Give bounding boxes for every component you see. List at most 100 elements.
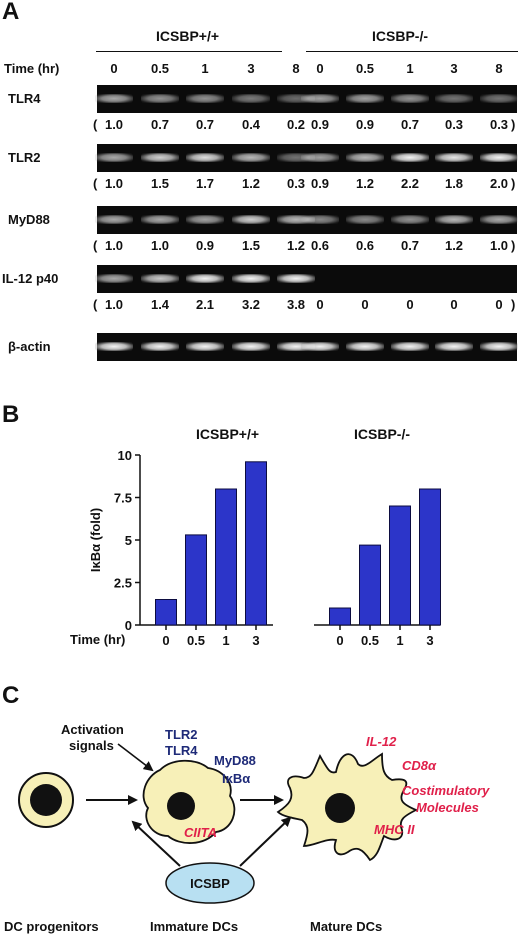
stage-immature: Immature DCs [150,919,238,934]
gel-band [141,274,179,283]
gel-band [346,153,384,162]
paren-open: ( [93,297,98,312]
gel-band [391,153,429,162]
band-value: 1.2 [444,238,464,253]
dc-maturation-diagram: Activation signals TLR2 TLR4 MyD88 IκBα … [4,722,490,934]
band-value: 1.2 [241,176,261,191]
x-tick-label: 1 [222,633,229,648]
progenitor-cell [18,772,74,828]
band-value: 0.7 [400,238,420,253]
gel-band [301,94,339,103]
gene-label: TLR2 [8,150,41,165]
band-value: 1.5 [150,176,170,191]
time-tick: 0 [316,61,324,76]
paren-close: ) [511,297,516,312]
band-value: 0.9 [310,176,330,191]
band-value: 0 [450,297,458,312]
panel-b-time-label: Time (hr) [70,632,126,647]
icsbp-label: ICSBP [190,876,230,891]
gel-band [95,274,133,283]
gel-band [480,215,518,224]
band-value: 0.3 [444,117,464,132]
band-value: 0.3 [286,176,306,191]
panel-b-letter: B [2,401,20,428]
band-value: 0.2 [286,117,306,132]
gel-image [300,265,517,293]
panel-c-letter: C [2,682,20,709]
band-value: 0 [361,297,369,312]
x-tick-label: 0 [336,633,343,648]
gene-label: IL-12 p40 [2,271,59,286]
bar [245,461,267,626]
mature-dc-cell [276,752,419,862]
bar [359,544,381,626]
gel-band [232,94,270,103]
panel-a-group-right: ICSBP-/- [372,28,428,44]
gel-band [141,342,179,351]
time-tick: 1 [406,61,414,76]
band-value: 0 [495,297,503,312]
band-value: 2.2 [400,176,420,191]
y-tick-label: 10 [118,448,132,463]
gel-band [301,215,339,224]
band-value: 1.0 [104,238,124,253]
band-value: 2.1 [195,297,215,312]
y-tick-label: 5 [125,533,132,548]
gel-band [346,215,384,224]
gel-band [141,153,179,162]
band-value: 3.2 [241,297,261,312]
band-value: 1.5 [241,238,261,253]
band-value: 3.8 [286,297,306,312]
gel-band [391,215,429,224]
band-value: 1.0 [150,238,170,253]
x-tick-label: 3 [426,633,433,648]
x-tick-label: 3 [252,633,259,648]
y-axis-label: IκBα (fold) [88,508,103,572]
gel-band [95,342,133,351]
band-value: 0.7 [400,117,420,132]
band-value: 1.4 [150,297,170,312]
panel-a-time-label: Time (hr) [4,61,60,76]
gel-band [346,342,384,351]
gel-band [277,215,315,224]
myd88-label: MyD88 [214,753,256,768]
gel-band [232,215,270,224]
ikba-label: IκBα [222,771,250,786]
stage-mature: Mature DCs [310,919,382,934]
panel-a-letter: A [2,0,20,25]
ciita-label: CIITA [184,825,217,840]
y-tick-label: 0 [125,618,132,633]
gel-band [346,94,384,103]
gel-band [435,215,473,224]
band-value: 0 [316,297,324,312]
bar [215,488,237,626]
panel-a-group-right-underline [306,51,518,52]
mhc2-label: MHC II [374,822,415,837]
gel-band [232,153,270,162]
band-value: 2.0 [489,176,509,191]
band-value: 0.7 [150,117,170,132]
y-tick-label: 7.5 [114,491,132,506]
il12-label: IL-12 [366,734,397,749]
bar [419,488,441,626]
band-value: 0.9 [195,238,215,253]
panel-b-group-right: ICSBP-/- [354,426,410,442]
band-value: 0.9 [310,117,330,132]
time-tick: 1 [201,61,209,76]
band-value: 0.3 [489,117,509,132]
bar [185,534,207,626]
gene-label: β-actin [8,339,51,354]
arrow-icsbp-to-mature [239,816,292,867]
arrow-icsbp-to-immature [131,820,181,867]
paren-open: ( [93,176,98,191]
time-tick: 8 [292,61,300,76]
x-tick-label: 0.5 [187,633,205,648]
gene-label: TLR4 [8,91,41,106]
paren-close: ) [511,117,516,132]
gel-band [95,153,133,162]
icsbp-ellipse [165,862,255,904]
band-value: 0.9 [355,117,375,132]
gel-band [435,342,473,351]
time-tick: 0.5 [150,61,170,76]
gel-band [480,342,518,351]
